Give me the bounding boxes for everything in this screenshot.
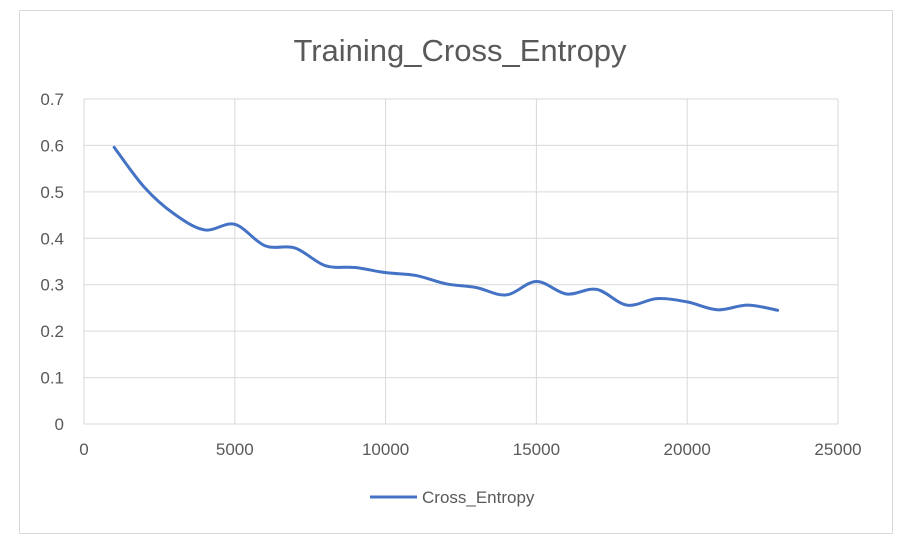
line-chart: Training_Cross_Entropy 00.10.20.30.40.50… <box>40 33 861 507</box>
x-tick-label: 5000 <box>216 440 254 459</box>
y-tick-label: 0.1 <box>40 369 64 388</box>
y-tick-label: 0.5 <box>40 183 64 202</box>
legend: Cross_Entropy <box>370 488 535 507</box>
chart-container: Training_Cross_Entropy 0 0.1 0.2 0.3 0.4 0.5 0… <box>19 10 893 534</box>
y-tick-label: 0.7 <box>40 90 64 109</box>
grid-lines <box>83 98 839 425</box>
x-tick-label: 20000 <box>664 440 711 459</box>
y-tick-label: 0.3 <box>40 276 64 295</box>
y-tick-label: 0 <box>55 415 64 434</box>
series-layer <box>112 145 780 312</box>
axis-tick-labels: 0 0.1 0.2 0.3 0.4 0.5 0.6 0.7 0 5000 10000 15000 200… <box>40 90 861 459</box>
series-line-0 <box>112 145 780 312</box>
legend-label: Cross_Entropy <box>422 488 535 507</box>
x-tick-label: 10000 <box>362 440 409 459</box>
x-tick-label: 15000 <box>513 440 560 459</box>
x-tick-label: 25000 <box>814 440 861 459</box>
y-tick-label: 0.6 <box>40 136 64 155</box>
y-tick-label: 0.2 <box>40 322 64 341</box>
x-tick-label: 0 <box>79 440 88 459</box>
y-tick-label: 0.4 <box>40 229 64 248</box>
chart-title: Training_Cross_Entropy <box>293 33 627 68</box>
